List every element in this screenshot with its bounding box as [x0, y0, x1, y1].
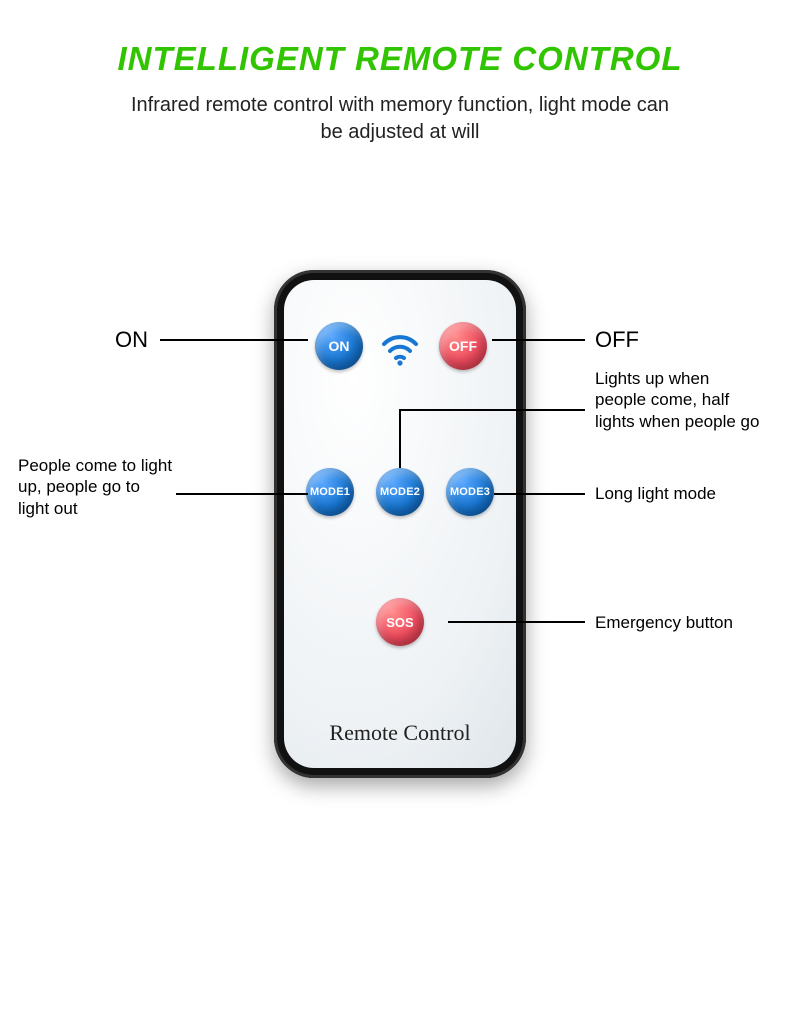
callout-mode1: People come to light up, people go to li… — [18, 455, 173, 519]
callout-sos: Emergency button — [595, 612, 735, 633]
infographic-subtitle: Infrared remote control with memory func… — [120, 92, 680, 146]
callout-mode3: Long light mode — [595, 483, 716, 504]
diagram-stage: ON OFF MODE1 MODE2 MODE3 SOS Remote Cont… — [0, 210, 800, 1029]
infographic-title: INTELLIGENT REMOTE CONTROL — [0, 40, 800, 78]
off-button[interactable]: OFF — [439, 322, 487, 370]
remote-front: ON OFF MODE1 MODE2 MODE3 SOS Remote Cont… — [284, 280, 516, 768]
callout-on: ON — [115, 326, 148, 354]
mode3-button[interactable]: MODE3 — [446, 468, 494, 516]
mode1-button[interactable]: MODE1 — [306, 468, 354, 516]
callout-mode2: Lights up when people come, half lights … — [595, 368, 760, 432]
callout-off: OFF — [595, 326, 639, 354]
mode2-button[interactable]: MODE2 — [376, 468, 424, 516]
wifi-icon — [380, 326, 420, 366]
on-button[interactable]: ON — [315, 322, 363, 370]
sos-button[interactable]: SOS — [376, 598, 424, 646]
remote-brand-label: Remote Control — [284, 720, 516, 746]
remote-frame: ON OFF MODE1 MODE2 MODE3 SOS Remote Cont… — [274, 270, 526, 778]
